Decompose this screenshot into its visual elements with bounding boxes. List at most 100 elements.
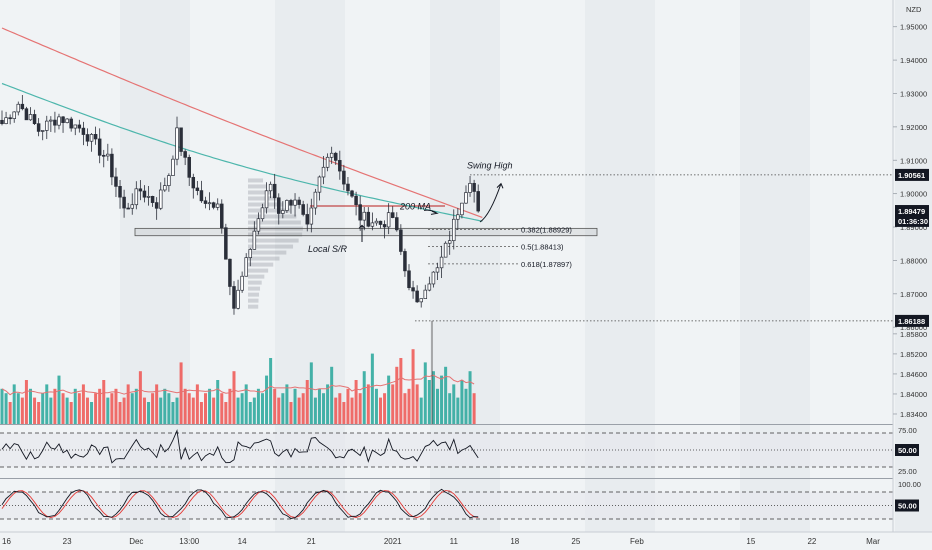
time-tick-label: 22 xyxy=(807,537,816,546)
volume-bar xyxy=(265,375,269,424)
time-tick-label: 16 xyxy=(2,537,11,546)
candle-body xyxy=(4,117,8,125)
volume-bar xyxy=(269,358,273,424)
candle-body xyxy=(179,127,183,152)
volume-bar xyxy=(407,388,411,424)
candle-body xyxy=(354,195,358,206)
candle-body xyxy=(382,224,387,228)
volume-bar xyxy=(387,375,391,424)
volume-bar xyxy=(342,402,346,424)
currency-label: NZD xyxy=(906,5,922,14)
volume-bar xyxy=(419,397,423,424)
candle-body xyxy=(195,187,200,191)
candle-body xyxy=(85,134,90,142)
price-axis[interactable]: 1.95000 1.94000 1.93000 1.92000 1.91000 1.900… xyxy=(893,23,927,419)
volume-bar xyxy=(130,393,134,424)
volume-bar xyxy=(236,397,240,424)
candle-body xyxy=(158,189,163,209)
volume-profile-row xyxy=(248,178,264,183)
volume-bar xyxy=(8,402,12,424)
volume-bar xyxy=(41,393,45,424)
candle-body xyxy=(69,118,73,129)
volume-bar xyxy=(216,380,220,424)
candlesticks xyxy=(0,95,480,315)
volume-bar xyxy=(77,393,81,424)
candle-body xyxy=(53,119,57,126)
candle-body xyxy=(114,176,118,187)
candle-body xyxy=(403,251,407,272)
price-tag-label: 1.86188 xyxy=(898,317,925,326)
fib-0618-label: 0.618(1.87897) xyxy=(521,260,572,269)
volume-bar xyxy=(57,375,61,424)
volume-bar xyxy=(183,388,187,424)
candle-body xyxy=(248,249,253,259)
candle-body xyxy=(325,156,330,168)
time-tick-label: 13:00 xyxy=(179,537,200,546)
price-tick-label: 1.90000 xyxy=(900,190,927,199)
candle-body xyxy=(138,188,143,192)
volume-bar xyxy=(33,397,37,424)
volume-bar xyxy=(94,393,98,424)
volume-profile-row xyxy=(248,208,291,213)
volume-bar xyxy=(399,358,403,424)
candle-body xyxy=(431,271,436,285)
candle-body xyxy=(390,212,395,218)
volume-profile-row xyxy=(248,292,260,297)
candle-body xyxy=(277,197,281,214)
volume-bar xyxy=(151,393,155,424)
volume-bar xyxy=(12,384,16,424)
volume-bar xyxy=(301,393,305,424)
volume-bar xyxy=(61,393,65,424)
oscillator-value-tag xyxy=(895,499,919,512)
candle-body xyxy=(281,210,285,214)
candle-body xyxy=(338,160,342,172)
candle-body xyxy=(464,192,468,204)
projection-arrow xyxy=(479,182,504,223)
candle-body xyxy=(346,183,350,192)
volume-bar xyxy=(90,402,94,424)
candle-body xyxy=(130,204,134,209)
volume-profile-row xyxy=(248,184,267,189)
volume-bar xyxy=(423,362,427,424)
price-tag-label: 1.90561 xyxy=(898,171,925,180)
candle-body xyxy=(199,190,204,202)
volume-bar xyxy=(102,380,106,424)
volume-bar xyxy=(28,388,32,424)
candle-body xyxy=(358,204,362,221)
volume-bar xyxy=(383,393,387,424)
volume-bars xyxy=(0,349,476,424)
candle-body xyxy=(175,127,179,160)
volume-bar xyxy=(427,380,431,424)
price-tick-label: 1.85800 xyxy=(900,330,927,339)
candle-body xyxy=(36,123,41,132)
fib-05-label: 0.5(1.88413) xyxy=(521,243,564,252)
price-tag xyxy=(895,168,929,181)
volume-bar xyxy=(110,393,114,424)
volume-bar xyxy=(232,371,236,424)
price-tag xyxy=(895,205,929,218)
time-axis[interactable]: 16 23 Dec 13:00 14 21 2021 11 18 25 Feb 15 22 Mar xyxy=(0,531,932,550)
candle-body xyxy=(415,290,419,303)
oscillator-tick-label: 100.00 xyxy=(898,480,921,489)
candle-body xyxy=(419,298,423,303)
oscillator-panels xyxy=(0,424,893,520)
volume-bar xyxy=(4,393,8,424)
level-lines xyxy=(310,174,893,424)
volume-bar xyxy=(362,371,366,424)
volume-bar xyxy=(24,380,28,424)
candle-body xyxy=(57,116,61,126)
price-tick-label: 1.91000 xyxy=(900,156,927,165)
candle-body xyxy=(73,124,78,129)
price-tag-label: 01:36:30 xyxy=(898,217,928,226)
volume-bar xyxy=(464,388,468,424)
volume-bar xyxy=(322,393,326,424)
time-tick-label: Feb xyxy=(630,537,644,546)
volume-bar xyxy=(354,380,358,424)
volume-bar xyxy=(468,371,472,424)
candle-body xyxy=(211,202,216,208)
volume-bar xyxy=(224,402,228,424)
candle-body xyxy=(333,152,338,161)
candle-body xyxy=(93,134,98,140)
oscillator-axis[interactable]: 75.00 50.00 25.00 100.00 50.00 xyxy=(895,426,921,512)
